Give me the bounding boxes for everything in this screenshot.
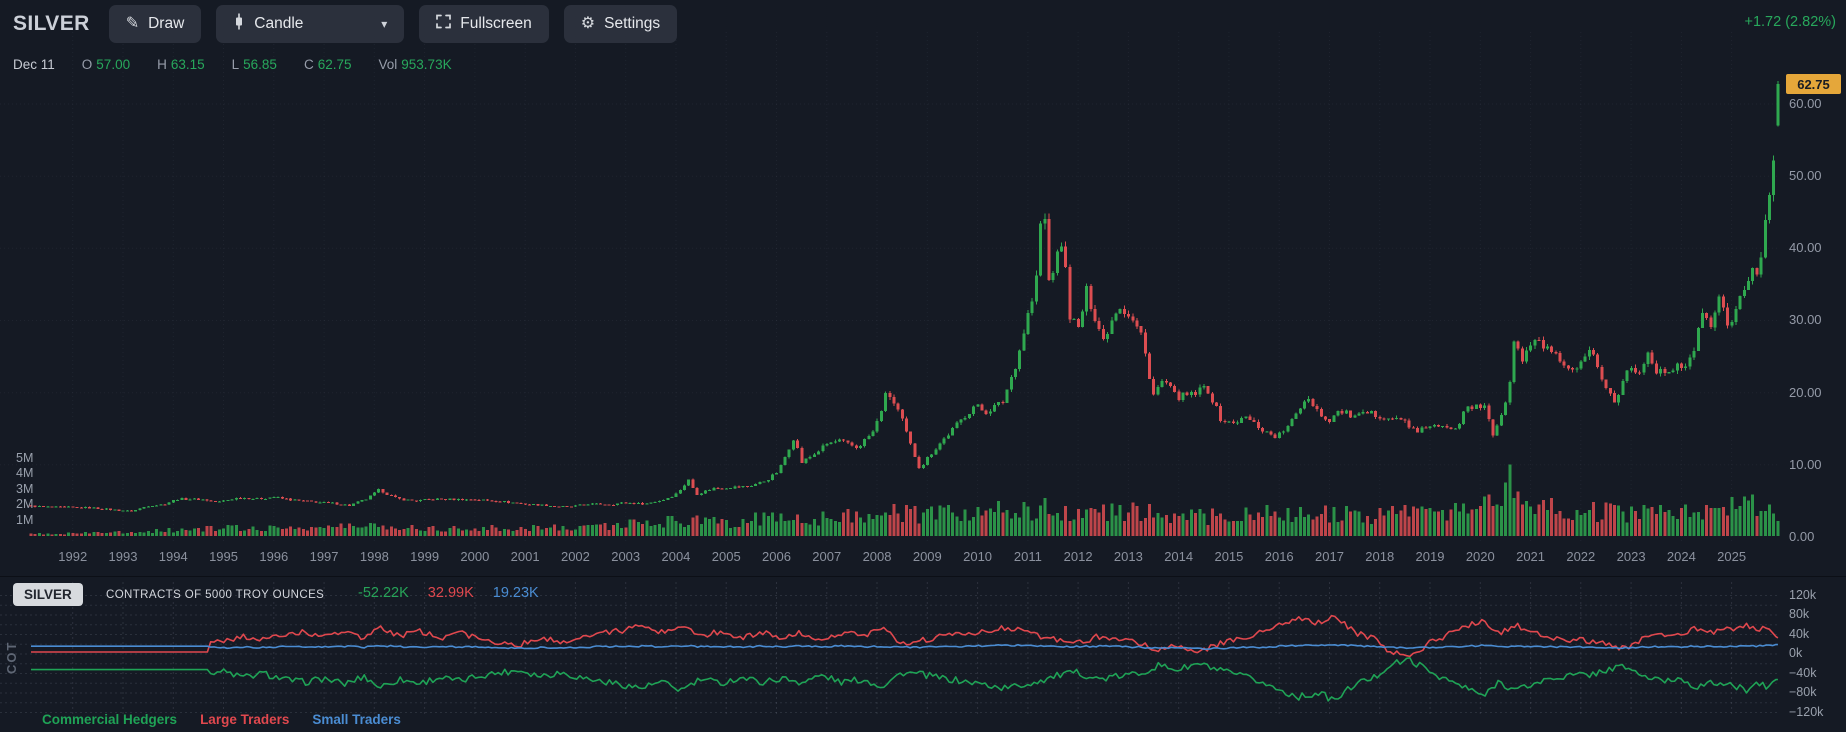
price-axis-tick: 50.00 bbox=[1789, 168, 1822, 184]
time-axis-tick: 2017 bbox=[1315, 549, 1344, 564]
fullscreen-icon bbox=[436, 14, 452, 33]
price-axis-tick: 60.00 bbox=[1789, 95, 1822, 111]
cot-axis-tick: 40k bbox=[1789, 626, 1810, 641]
time-axis-tick: 1992 bbox=[58, 549, 88, 564]
cot-axis-tick: −80k bbox=[1789, 685, 1817, 699]
ohlc-field-c: C 62.75 bbox=[303, 57, 352, 72]
price-axis-tick: 20.00 bbox=[1789, 384, 1822, 400]
volume-axis-tick: 3M bbox=[16, 481, 34, 496]
ohlc-readout: Dec 11 O 57.00 H 63.15 L 56.85 C 62.75 Vol 953.73… bbox=[13, 57, 452, 72]
chart-type-label: Candle bbox=[254, 14, 304, 32]
pane-separator bbox=[0, 576, 1846, 577]
time-axis-tick: 1997 bbox=[309, 549, 339, 564]
time-axis-tick: 2008 bbox=[862, 549, 892, 564]
pencil-icon: ✎ bbox=[125, 14, 140, 32]
time-axis-tick: 2011 bbox=[1013, 549, 1042, 564]
time-axis-tick: 2022 bbox=[1566, 549, 1596, 564]
time-axis-tick: 2019 bbox=[1415, 549, 1445, 564]
cot-axis-tick: −40k bbox=[1789, 665, 1817, 680]
cot-axis-tick: 0k bbox=[1789, 646, 1803, 660]
time-axis-tick: 2015 bbox=[1214, 549, 1244, 564]
draw-button[interactable]: ✎ Draw bbox=[108, 4, 202, 43]
time-axis-tick: 2016 bbox=[1264, 549, 1294, 564]
time-axis-tick: 2004 bbox=[661, 549, 691, 564]
settings-button[interactable]: ⚙ Settings bbox=[563, 4, 678, 43]
draw-button-label: Draw bbox=[148, 14, 185, 32]
price-axis-tick: 10.00 bbox=[1789, 456, 1822, 472]
time-axis-tick: 1993 bbox=[108, 549, 138, 564]
fullscreen-button[interactable]: Fullscreen bbox=[419, 4, 549, 43]
chevron-down-icon: ▾ bbox=[381, 16, 388, 31]
fullscreen-button-label: Fullscreen bbox=[460, 14, 532, 32]
gear-icon: ⚙ bbox=[580, 14, 596, 32]
time-axis-tick: 2009 bbox=[912, 549, 942, 564]
time-axis-tick: 2021 bbox=[1516, 549, 1546, 564]
time-axis-tick: 2014 bbox=[1164, 549, 1194, 564]
time-axis-tick: 2013 bbox=[1113, 549, 1143, 564]
cot-pane-label: COT bbox=[4, 640, 19, 674]
time-axis-tick: 2006 bbox=[762, 549, 791, 564]
volume-axis-tick: 2M bbox=[16, 497, 34, 511]
time-axis-tick: 2000 bbox=[460, 549, 490, 564]
volume-axis-tick: 5M bbox=[16, 450, 34, 465]
price-change-text: +1.72 (2.82%) bbox=[1744, 14, 1837, 30]
settings-button-label: Settings bbox=[604, 14, 661, 32]
time-axis-tick: 2010 bbox=[963, 549, 993, 564]
time-axis-tick: 2003 bbox=[611, 549, 641, 564]
ohlc-field-vol: Vol 953.73K bbox=[378, 57, 452, 72]
candle-icon bbox=[233, 13, 245, 34]
time-axis-tick: 1996 bbox=[259, 549, 289, 564]
time-axis-tick: 2024 bbox=[1666, 549, 1696, 564]
time-axis-tick: 2007 bbox=[812, 549, 842, 564]
time-axis-tick: 2023 bbox=[1616, 549, 1646, 564]
cot-values: -52.22K 32.99K 19.23K bbox=[358, 585, 539, 601]
last-price-badge: 62.75 bbox=[1786, 74, 1841, 95]
cot-symbol-badge: SILVER bbox=[13, 583, 83, 606]
volume-axis-tick: 4M bbox=[16, 466, 34, 480]
price-axis-tick: 40.00 bbox=[1789, 240, 1822, 256]
ohlc-date: Dec 11 bbox=[13, 57, 55, 72]
legend-item-small-traders[interactable]: Small Traders bbox=[312, 712, 401, 727]
time-axis-tick: 2025 bbox=[1717, 549, 1747, 564]
volume-axis-tick: 1M bbox=[16, 512, 34, 527]
time-axis-tick: 1999 bbox=[410, 549, 440, 564]
cot-value-1: 32.99K bbox=[427, 585, 474, 601]
time-axis-tick: 2005 bbox=[711, 549, 741, 564]
time-axis-tick: 1995 bbox=[209, 549, 238, 564]
cot-axis-tick: 120k bbox=[1789, 587, 1817, 602]
ohlc-fields: O 57.00 H 63.15 L 56.85 C 62.75 Vol 953.73K bbox=[82, 57, 452, 72]
toolbar: SILVER ✎ Draw Candle ▾ Fullscreen ⚙ Sett… bbox=[0, 0, 1846, 47]
cot-axis-tick: 80k bbox=[1789, 607, 1810, 621]
cot-value-2: 19.23K bbox=[492, 585, 539, 601]
time-axis-tick: 1994 bbox=[158, 549, 188, 564]
symbol-title: SILVER bbox=[13, 11, 90, 35]
cot-value-0: -52.22K bbox=[358, 585, 409, 601]
price-axis-tick: 30.00 bbox=[1789, 312, 1822, 328]
ohlc-field-h: H 63.15 bbox=[157, 57, 205, 72]
cot-subtitle: CONTRACTS OF 5000 TROY OUNCES bbox=[106, 589, 325, 601]
time-axis-tick: 1998 bbox=[359, 549, 389, 564]
ohlc-field-l: L 56.85 bbox=[231, 57, 277, 72]
legend-item-large-traders[interactable]: Large Traders bbox=[200, 712, 290, 727]
legend-item-commercial-hedgers[interactable]: Commercial Hedgers bbox=[42, 712, 178, 727]
price-axis-tick: 0.00 bbox=[1789, 529, 1815, 544]
cot-axis-tick: −120k bbox=[1789, 704, 1824, 719]
time-axis-tick: 2018 bbox=[1365, 549, 1395, 564]
time-axis-tick: 2001 bbox=[510, 549, 540, 564]
time-axis-tick: 2002 bbox=[560, 549, 590, 564]
chart-type-dropdown[interactable]: Candle ▾ bbox=[216, 4, 405, 43]
time-axis-tick: 2020 bbox=[1465, 549, 1495, 564]
time-axis-tick: 2012 bbox=[1063, 549, 1093, 564]
cot-legend: Commercial Hedgers Large Traders Small Tra… bbox=[42, 712, 401, 727]
ohlc-field-o: O 57.00 bbox=[81, 57, 131, 72]
